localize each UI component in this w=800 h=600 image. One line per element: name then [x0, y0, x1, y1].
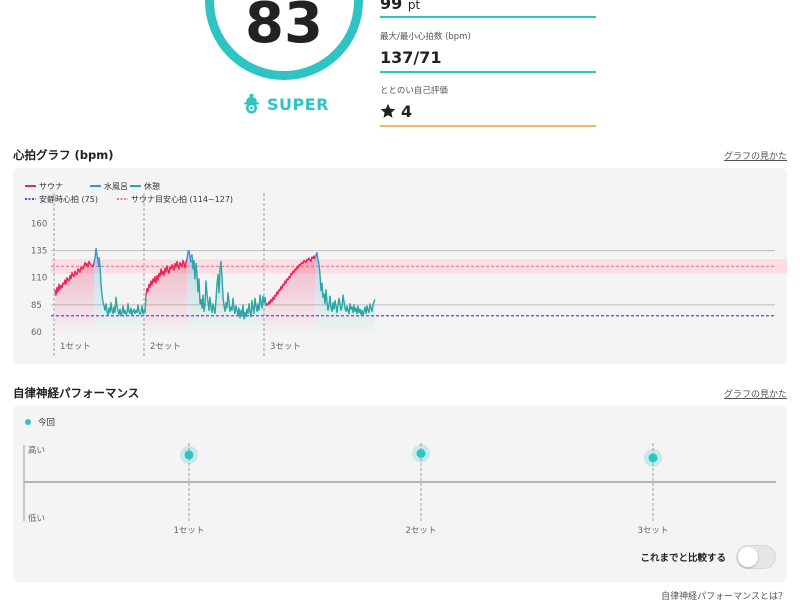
- points-value: 99: [380, 0, 403, 13]
- compare-toggle[interactable]: [736, 545, 776, 569]
- points-divider: [380, 16, 596, 18]
- series-rest-line-1: [98, 257, 147, 317]
- star-icon: [380, 103, 396, 118]
- y-tick-label: 85: [31, 301, 42, 311]
- y-tick-label: 60: [31, 328, 42, 338]
- legend-sauna-label: サウナ: [39, 182, 63, 191]
- maxmin-label: 最大/最小心拍数 (bpm): [380, 32, 471, 42]
- compare-control: これまでと比較する: [640, 545, 776, 569]
- rating-value: 4: [401, 102, 413, 121]
- score-value: 83: [245, 0, 323, 56]
- performance-point: [648, 453, 658, 463]
- maxmin-value: 137/71: [380, 48, 442, 67]
- y-high-label: 高い: [28, 445, 45, 456]
- rating-display: 4: [380, 102, 412, 121]
- category-label: 3セット: [638, 526, 669, 536]
- series-sauna-area: [266, 256, 315, 332]
- legend-current-dot: [25, 419, 31, 425]
- series-water-area: [187, 250, 191, 332]
- y-tick-label: 160: [31, 219, 47, 229]
- points-display: 99 pt: [380, 0, 420, 13]
- series-water-area: [315, 252, 319, 332]
- series-water-line-3: [314, 251, 320, 265]
- autonomic-help-link[interactable]: グラフの見かた: [723, 390, 787, 400]
- autonomic-about-link[interactable]: 自律神経パフォーマンスとは？: [661, 592, 787, 600]
- y-low-label: 低い: [28, 513, 45, 524]
- legend-resting-hr-label: 安静時心拍 (75): [39, 194, 98, 204]
- series-sauna-area: [146, 259, 187, 332]
- set-label: 2セット: [150, 342, 181, 352]
- legend-water-label: 水風呂: [104, 181, 128, 191]
- maxmin-divider: [380, 71, 596, 73]
- y-tick-label: 135: [31, 247, 47, 257]
- rating-divider: [380, 125, 596, 127]
- heart-graph-title: 心拍グラフ (bpm): [13, 148, 114, 162]
- series-water-area: [94, 248, 99, 332]
- series-sauna-line-1: [54, 260, 95, 296]
- compare-toggle-knob: [738, 547, 758, 567]
- super-rank-icon: [244, 94, 259, 114]
- category-label: 1セット: [174, 526, 205, 536]
- series-rest-line-3: [318, 264, 376, 317]
- legend-rest-label: 休憩: [144, 181, 160, 191]
- heart-graph-panel: サウナ 水風呂 休憩安静時心拍 (75) サウナ目安心拍 (114~127) 160 13…: [13, 168, 787, 364]
- y-tick-label: 110: [31, 274, 47, 284]
- series-water-line-2: [186, 249, 192, 263]
- rank-badge: SUPER: [242, 93, 329, 115]
- legend-current-label: 今回: [38, 417, 55, 428]
- compare-label: これまでと比較する: [640, 553, 726, 564]
- set-label: 1セット: [60, 342, 91, 352]
- rank-label: SUPER: [267, 94, 329, 114]
- series-sauna-line-3: [265, 255, 316, 307]
- series-water-line-1: [93, 247, 100, 268]
- performance-point: [416, 448, 426, 458]
- heart-graph-help-link[interactable]: グラフの見かた: [723, 152, 787, 162]
- series-rest-line-2: [190, 254, 267, 320]
- legend-sauna-target-label: サウナ目安心拍 (114~127): [131, 194, 233, 204]
- points-unit: pt: [407, 0, 421, 12]
- series-sauna-area: [55, 261, 94, 332]
- autonomic-title: 自律神経パフォーマンス: [13, 386, 140, 400]
- performance-point: [184, 450, 194, 460]
- series-sauna-line-2: [145, 258, 188, 296]
- set-label: 3セット: [270, 342, 301, 352]
- rating-label: ととのい自己評価: [380, 86, 448, 96]
- category-label: 2セット: [406, 526, 437, 536]
- autonomic-panel: 今回高い低い 1セット 2セット 3セット: [13, 405, 787, 582]
